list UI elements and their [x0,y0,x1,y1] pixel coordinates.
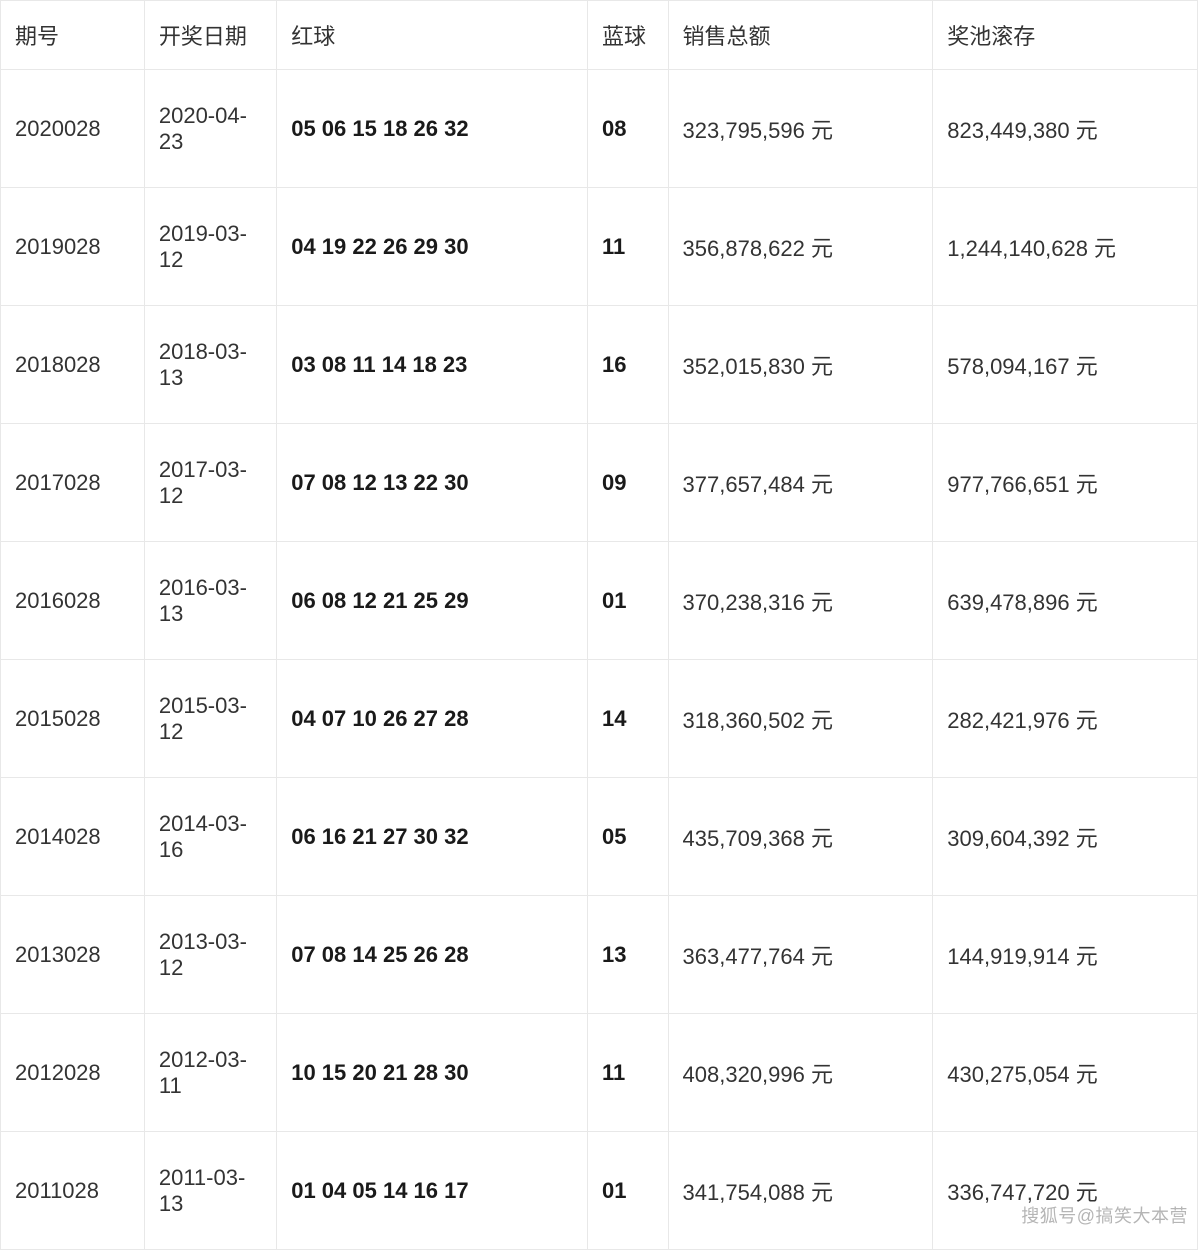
cell-issue: 2018028 [1,306,145,424]
cell-red: 01 04 05 14 16 17 [277,1132,588,1250]
cell-blue: 01 [587,1132,668,1250]
cell-pool: 144,919,914 元 [933,896,1198,1014]
table-row: 20140282014-03-1606 16 21 27 30 3205435,… [1,778,1198,896]
cell-pool: 282,421,976 元 [933,660,1198,778]
col-header-blue-ball: 蓝球 [587,1,668,70]
cell-red: 06 16 21 27 30 32 [277,778,588,896]
col-header-issue: 期号 [1,1,145,70]
cell-draw_date: 2020-04-23 [144,70,276,188]
cell-pool: 309,604,392 元 [933,778,1198,896]
cell-draw_date: 2015-03-12 [144,660,276,778]
table-row: 20200282020-04-2305 06 15 18 26 3208323,… [1,70,1198,188]
cell-sales: 352,015,830 元 [668,306,933,424]
cell-sales: 323,795,596 元 [668,70,933,188]
table-body: 20200282020-04-2305 06 15 18 26 3208323,… [1,70,1198,1250]
cell-red: 07 08 12 13 22 30 [277,424,588,542]
cell-red: 07 08 14 25 26 28 [277,896,588,1014]
cell-blue: 08 [587,70,668,188]
table-row: 20120282012-03-1110 15 20 21 28 3011408,… [1,1014,1198,1132]
cell-blue: 13 [587,896,668,1014]
cell-red: 04 19 22 26 29 30 [277,188,588,306]
cell-draw_date: 2019-03-12 [144,188,276,306]
table-row: 20110282011-03-1301 04 05 14 16 1701341,… [1,1132,1198,1250]
cell-sales: 435,709,368 元 [668,778,933,896]
cell-sales: 356,878,622 元 [668,188,933,306]
cell-issue: 2017028 [1,424,145,542]
cell-blue: 05 [587,778,668,896]
cell-draw_date: 2013-03-12 [144,896,276,1014]
lottery-history-table: 期号 开奖日期 红球 蓝球 销售总额 奖池滚存 20200282020-04-2… [0,0,1198,1250]
cell-draw_date: 2018-03-13 [144,306,276,424]
cell-issue: 2015028 [1,660,145,778]
table-header-row: 期号 开奖日期 红球 蓝球 销售总额 奖池滚存 [1,1,1198,70]
cell-draw_date: 2017-03-12 [144,424,276,542]
col-header-pool: 奖池滚存 [933,1,1198,70]
cell-sales: 318,360,502 元 [668,660,933,778]
cell-draw_date: 2014-03-16 [144,778,276,896]
table-row: 20130282013-03-1207 08 14 25 26 2813363,… [1,896,1198,1014]
cell-red: 04 07 10 26 27 28 [277,660,588,778]
cell-sales: 370,238,316 元 [668,542,933,660]
cell-blue: 11 [587,188,668,306]
cell-issue: 2019028 [1,188,145,306]
cell-blue: 16 [587,306,668,424]
cell-red: 03 08 11 14 18 23 [277,306,588,424]
cell-pool: 430,275,054 元 [933,1014,1198,1132]
col-header-sales: 销售总额 [668,1,933,70]
cell-issue: 2016028 [1,542,145,660]
table-row: 20180282018-03-1303 08 11 14 18 2316352,… [1,306,1198,424]
cell-pool: 977,766,651 元 [933,424,1198,542]
table-row: 20150282015-03-1204 07 10 26 27 2814318,… [1,660,1198,778]
cell-blue: 11 [587,1014,668,1132]
cell-issue: 2012028 [1,1014,145,1132]
cell-issue: 2013028 [1,896,145,1014]
cell-pool: 336,747,720 元 [933,1132,1198,1250]
cell-pool: 578,094,167 元 [933,306,1198,424]
cell-issue: 2011028 [1,1132,145,1250]
cell-sales: 408,320,996 元 [668,1014,933,1132]
cell-draw_date: 2016-03-13 [144,542,276,660]
cell-issue: 2014028 [1,778,145,896]
cell-issue: 2020028 [1,70,145,188]
cell-pool: 1,244,140,628 元 [933,188,1198,306]
cell-sales: 341,754,088 元 [668,1132,933,1250]
col-header-red-balls: 红球 [277,1,588,70]
cell-blue: 09 [587,424,668,542]
cell-sales: 363,477,764 元 [668,896,933,1014]
cell-draw_date: 2012-03-11 [144,1014,276,1132]
col-header-draw-date: 开奖日期 [144,1,276,70]
table-row: 20190282019-03-1204 19 22 26 29 3011356,… [1,188,1198,306]
cell-blue: 14 [587,660,668,778]
cell-red: 05 06 15 18 26 32 [277,70,588,188]
cell-pool: 639,478,896 元 [933,542,1198,660]
table-row: 20170282017-03-1207 08 12 13 22 3009377,… [1,424,1198,542]
table-row: 20160282016-03-1306 08 12 21 25 2901370,… [1,542,1198,660]
cell-red: 10 15 20 21 28 30 [277,1014,588,1132]
cell-draw_date: 2011-03-13 [144,1132,276,1250]
cell-red: 06 08 12 21 25 29 [277,542,588,660]
cell-sales: 377,657,484 元 [668,424,933,542]
cell-blue: 01 [587,542,668,660]
cell-pool: 823,449,380 元 [933,70,1198,188]
